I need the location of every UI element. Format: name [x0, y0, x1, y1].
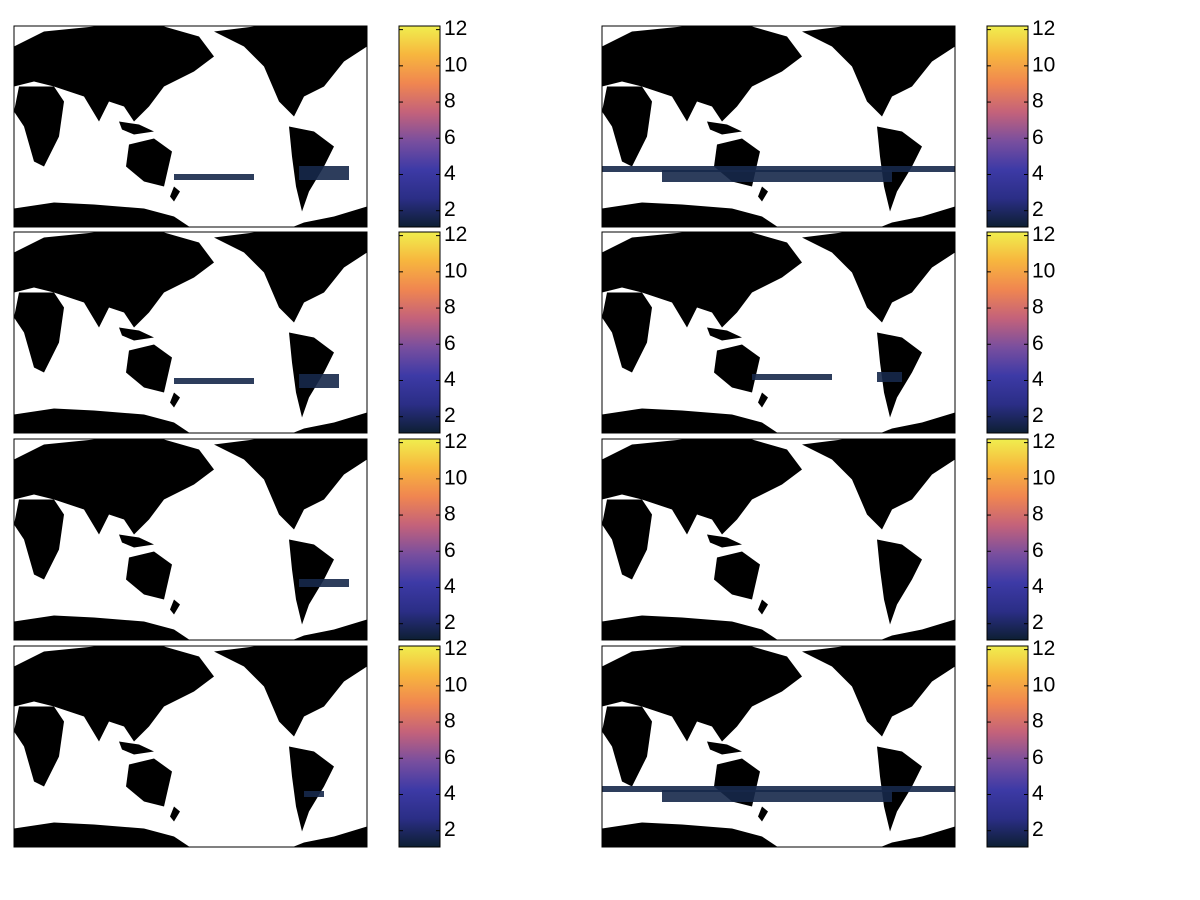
map-panel: [601, 438, 956, 641]
map-panel: [13, 438, 368, 641]
colorbar-tick-label: 6: [444, 539, 456, 562]
ocean-patch: [662, 790, 892, 802]
colorbar-tick-label: 4: [444, 162, 456, 185]
ocean-patch: [304, 791, 324, 797]
colorbar-tick-label: 8: [444, 90, 456, 113]
ocean-patch: [877, 372, 902, 382]
ocean-patch: [299, 579, 349, 587]
colorbar-tick-label: 12: [1032, 223, 1055, 246]
colorbar-tick-label: 2: [1032, 404, 1044, 427]
map-border: [601, 438, 956, 641]
colorbar-tick-label: 8: [1032, 710, 1044, 733]
colorbar-tick-label: 8: [1032, 503, 1044, 526]
colorbar: [398, 231, 441, 434]
colorbar-tick-label: 6: [444, 746, 456, 769]
colorbar-tick-label: 4: [1032, 162, 1044, 185]
colorbar-tick-label: 10: [444, 53, 467, 76]
colorbar: [986, 645, 1029, 848]
map-border: [13, 25, 368, 228]
colorbar-tick-label: 8: [1032, 90, 1044, 113]
colorbar-tick-label: 10: [444, 259, 467, 282]
colorbar-tick-label: 12: [1032, 430, 1055, 453]
colorbar-tick-label: 6: [1032, 539, 1044, 562]
colorbar: [986, 25, 1029, 228]
colorbar: [986, 438, 1029, 641]
colorbar-tick-label: 6: [1032, 332, 1044, 355]
colorbar: [398, 645, 441, 848]
colorbar-tick-label: 6: [444, 126, 456, 149]
map-border: [601, 25, 956, 228]
colorbar-tick-label: 8: [444, 296, 456, 319]
colorbar-tick-label: 2: [444, 818, 456, 841]
colorbar-tick-label: 10: [1032, 673, 1055, 696]
colorbar-tick-label: 12: [444, 223, 467, 246]
colorbar-tick-label: 10: [444, 673, 467, 696]
colorbar-tick-label: 2: [1032, 198, 1044, 221]
colorbar-tick-label: 4: [444, 782, 456, 805]
colorbar-tick-label: 2: [1032, 818, 1044, 841]
colorbar-tick-label: 4: [444, 368, 456, 391]
colorbar-tick-label: 10: [1032, 466, 1055, 489]
colorbar-tick-label: 4: [1032, 368, 1044, 391]
ocean-patch: [299, 166, 349, 180]
colorbar-tick-label: 6: [1032, 126, 1044, 149]
map-panel: [601, 645, 956, 848]
map-panel: [13, 231, 368, 434]
map-panel: [601, 25, 956, 228]
map-panel: [13, 645, 368, 848]
colorbar-tick-label: 2: [1032, 611, 1044, 634]
colorbar: [986, 231, 1029, 434]
map-border: [601, 231, 956, 434]
colorbar: [398, 438, 441, 641]
colorbar-tick-label: 2: [444, 198, 456, 221]
colorbar-tick-label: 2: [444, 611, 456, 634]
ocean-patch: [299, 374, 339, 388]
colorbar-tick-label: 6: [1032, 746, 1044, 769]
ocean-patch: [602, 786, 955, 792]
colorbar-tick-label: 10: [444, 466, 467, 489]
colorbar-tick-label: 2: [444, 404, 456, 427]
colorbar-tick-label: 4: [444, 575, 456, 598]
ocean-patch: [602, 166, 955, 172]
ocean-patch: [662, 170, 892, 182]
colorbar-tick-label: 8: [444, 503, 456, 526]
map-border: [13, 231, 368, 434]
colorbar-tick-label: 12: [1032, 637, 1055, 660]
map-border: [601, 645, 956, 848]
colorbar-tick-label: 8: [444, 710, 456, 733]
colorbar-tick-label: 10: [1032, 259, 1055, 282]
colorbar-tick-label: 8: [1032, 296, 1044, 319]
ocean-patch: [174, 378, 254, 384]
colorbar-tick-label: 4: [1032, 782, 1044, 805]
map-panel: [601, 231, 956, 434]
map-border: [13, 645, 368, 848]
ocean-patch: [174, 174, 254, 180]
colorbar-tick-label: 12: [444, 17, 467, 40]
colorbar-tick-label: 10: [1032, 53, 1055, 76]
colorbar-tick-label: 12: [444, 430, 467, 453]
colorbar-tick-label: 12: [444, 637, 467, 660]
colorbar-tick-label: 6: [444, 332, 456, 355]
map-panel: [13, 25, 368, 228]
map-border: [13, 438, 368, 641]
ocean-patch: [752, 374, 832, 380]
colorbar-tick-label: 4: [1032, 575, 1044, 598]
colorbar-tick-label: 12: [1032, 17, 1055, 40]
colorbar: [398, 25, 441, 228]
